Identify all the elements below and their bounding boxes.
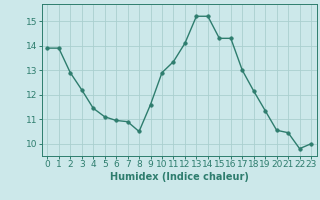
X-axis label: Humidex (Indice chaleur): Humidex (Indice chaleur) (110, 172, 249, 182)
